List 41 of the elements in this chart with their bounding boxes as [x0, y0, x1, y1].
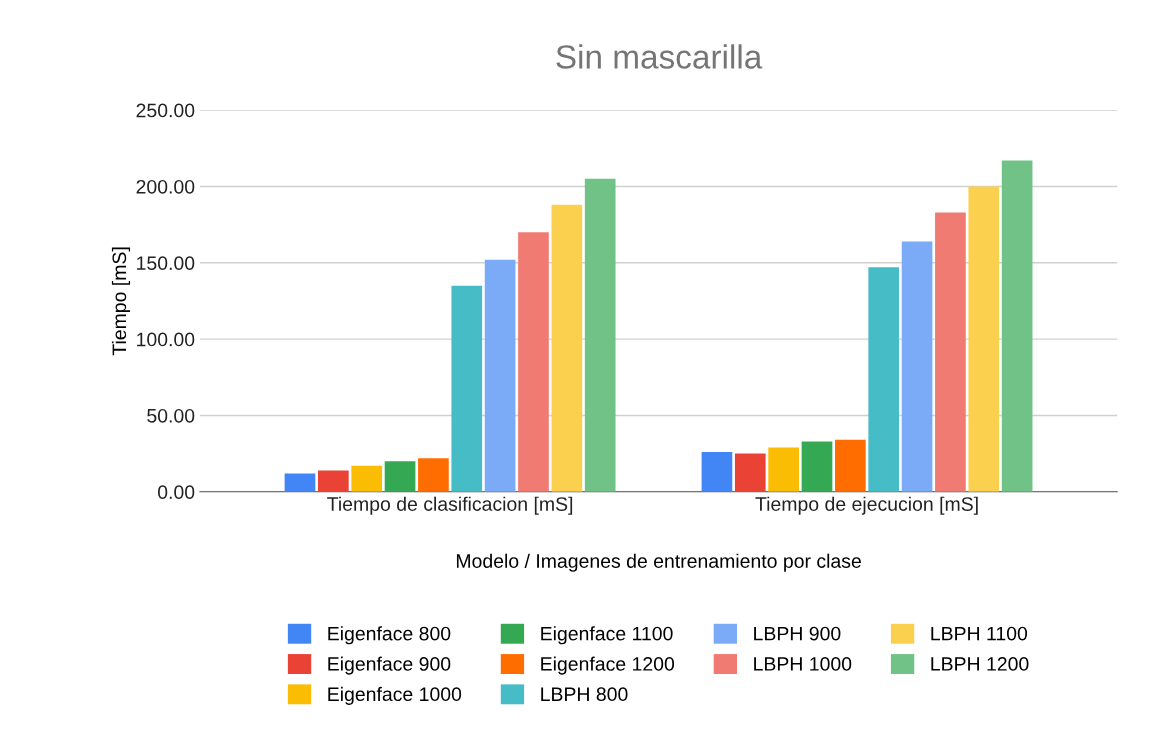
y-tick-label: 200.00 — [136, 179, 195, 194]
bar — [1001, 160, 1033, 492]
bar — [284, 473, 316, 492]
y-tick-label: 0.00 — [157, 485, 195, 500]
legend-label: Eigenface 1100 — [541, 626, 673, 645]
bar — [968, 186, 1000, 492]
bar — [935, 212, 966, 492]
legend-label: Eigenface 1200 — [541, 656, 675, 675]
x-tick-label: Tiempo de ejecucion [mS] — [755, 496, 978, 515]
bar — [768, 447, 799, 492]
bar — [484, 259, 516, 492]
bar — [451, 285, 483, 492]
y-tick-label: 100.00 — [137, 332, 195, 347]
x-axis-title: Modelo / Imagenes de entrenamiento por clase — [456, 553, 861, 572]
bar — [801, 441, 833, 492]
bar — [734, 453, 766, 492]
x-tick-label: Tiempo de clasificacion [mS] — [327, 496, 573, 515]
legend-label: LBPH 800 — [541, 687, 628, 702]
y-tick-label: 250.00 — [136, 103, 195, 118]
legend-label: LBPH 1200 — [931, 657, 1029, 671]
legend-label: LBPH 1100 — [931, 626, 1028, 641]
chart-title: Sin mascarilla — [556, 44, 763, 69]
bar — [584, 178, 616, 492]
bar — [384, 461, 416, 492]
y-axis-title: Tiempo [mS] — [111, 247, 131, 356]
legend-label: Eigenface 900 — [328, 656, 451, 675]
legend-label: LBPH 900 — [754, 626, 841, 641]
legend-label: LBPH 1000 — [754, 657, 852, 671]
bar — [901, 241, 933, 492]
legend-label: Eigenface 800 — [328, 626, 451, 645]
bar — [518, 232, 549, 492]
bar — [318, 470, 349, 492]
y-tick-label: 150.00 — [137, 256, 195, 271]
bar — [418, 458, 449, 492]
legend-label: Eigenface 1000 — [328, 686, 462, 705]
y-tick-label: 50.00 — [147, 408, 195, 423]
bar — [351, 465, 383, 492]
bar — [868, 267, 900, 492]
bar — [835, 439, 866, 492]
bar — [551, 204, 583, 492]
bar — [701, 452, 733, 492]
